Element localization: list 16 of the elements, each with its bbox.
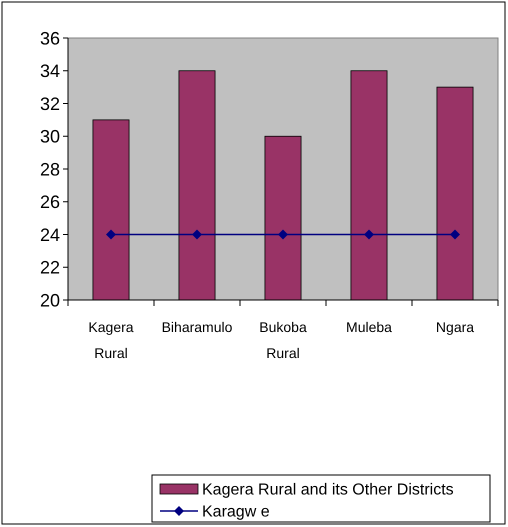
y-tick-label: 20 <box>40 290 60 310</box>
y-tick-label: 22 <box>40 258 60 278</box>
y-tick-label: 28 <box>40 159 60 180</box>
x-tick-label: Bukoba Rural <box>259 319 307 361</box>
y-tick-label: 24 <box>40 224 60 245</box>
x-tick-label: Ngara <box>436 319 474 335</box>
y-tick-label: 34 <box>40 61 60 82</box>
x-tick-label: Biharamulo <box>162 319 233 335</box>
y-tick-label: 26 <box>40 192 60 212</box>
y-tick-label: 36 <box>40 28 60 48</box>
y-tick-label: 32 <box>40 94 60 114</box>
legend-label: Kagera Rural and its Other Districts <box>202 482 454 499</box>
y-tick-label: 30 <box>40 126 60 147</box>
x-tick-label: Kagera Rural <box>88 319 134 361</box>
x-tick-label: Muleba <box>346 319 392 335</box>
legend-label: Karagw e <box>202 504 270 521</box>
